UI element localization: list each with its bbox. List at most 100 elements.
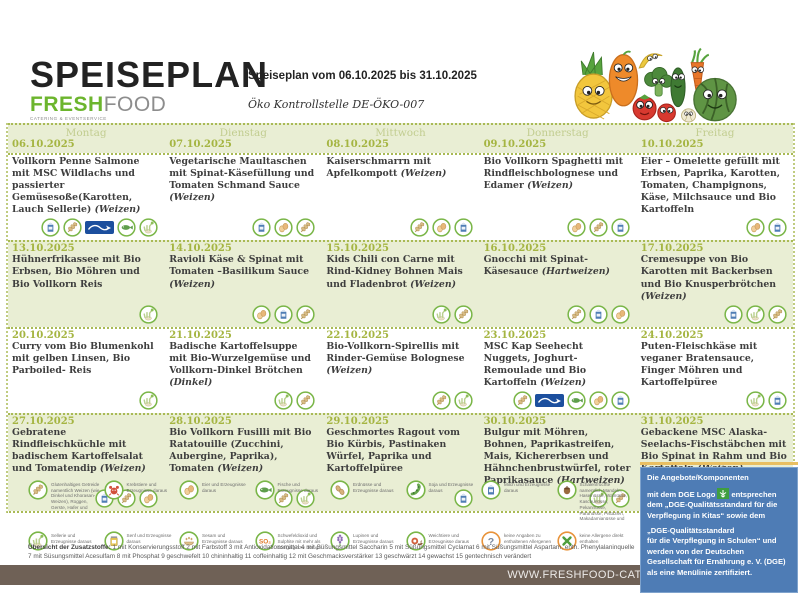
wheat-icon	[567, 305, 586, 324]
menu-date: 10.10.2025	[640, 139, 704, 150]
footer-bar: WWW.FRESHFOOD-CATERING.DE	[0, 565, 708, 585]
wheat-icon	[28, 480, 48, 500]
wheat-icon	[409, 218, 429, 238]
dish-text: Curry vom Bio Blumenkohl mit gelben Lins…	[12, 340, 154, 376]
week-1-row: Vollkorn Penne Salmone mit MSC Wildlachs…	[8, 153, 793, 241]
wheat-icon	[63, 218, 82, 238]
logo-brand: FRESHFOOD	[30, 94, 268, 115]
legend-item: Sesam und Erzeugnisse daraus	[179, 531, 251, 551]
allergen-icons	[169, 487, 317, 509]
menu-date: 08.10.2025	[326, 139, 390, 150]
week-3-row: 20.10.2025 Curry vom Bio Blumenkohl mit g…	[8, 326, 793, 414]
soy-icon	[405, 480, 426, 500]
sesame-icon	[179, 531, 199, 551]
allergen-icons	[326, 216, 474, 238]
allergen-note: (Weizen)	[527, 180, 573, 192]
allergen-icons	[12, 389, 160, 410]
allergen-icons	[484, 303, 632, 324]
menu-cell: 17.10.2025 Cremesuppe von Bio Karotten mi…	[640, 243, 789, 324]
legend-item: Sellerie und Erzeugnisse daraus	[28, 531, 100, 551]
celery-icon	[589, 489, 608, 509]
dish-text: Vollkorn Penne Salmone mit MSC Wildlachs…	[12, 156, 140, 216]
menu-date: 30.10.2025	[483, 416, 547, 428]
additives-line2: mit Süsungsmittel Acesulfam 8 mit Phosph…	[33, 553, 532, 561]
dish-text: Kaiserschmarrn mit Apfelkompott	[326, 156, 432, 180]
day-header-mittwoch: Mittwoch 08.10.2025	[326, 126, 474, 150]
legend-label: Milch und Erzeugnisse daraus	[504, 482, 551, 493]
celery-icon	[296, 489, 316, 509]
legend-label: Lupinen und Erzeugnisse daraus	[353, 533, 394, 544]
menu-cell: Vegetarische Maultaschen mit Spinat-Käse…	[169, 156, 317, 238]
wheat-icon	[296, 218, 316, 238]
milk-icon	[481, 480, 501, 500]
wheat-icon	[768, 305, 787, 324]
allergen-icons	[326, 303, 474, 324]
so2-icon: SO₂	[254, 531, 275, 551]
fish-icon	[254, 480, 275, 500]
allergen-icons	[169, 389, 317, 410]
fish-icon	[117, 218, 136, 238]
legend-label: Senf und Erzeugnisse daraus	[126, 533, 172, 544]
dish-text: Vegetarische Maultaschen mit Spinat-Käse…	[169, 156, 315, 192]
allergen-icons	[641, 389, 789, 410]
egg-icon	[746, 218, 765, 238]
menu-date: 17.10.2025	[640, 243, 704, 255]
milk-icon	[724, 305, 743, 324]
crab-icon	[103, 480, 124, 500]
menu-cell: 23.10.2025 MSC Kap Seehecht Nuggets, Jogh…	[484, 330, 632, 410]
menu-table: Montag 06.10.2025 Dienstag 07.10.2025 Mitt…	[6, 123, 795, 514]
allergen-note: (Hartweizen)	[556, 475, 625, 487]
cucumber-icon	[670, 67, 686, 108]
wheat-icon	[274, 489, 294, 509]
broccoli-icon	[644, 67, 674, 97]
legend-label: Krebstiere und Erzeugnisse daraus	[126, 482, 168, 493]
menu-date: 13.10.2025	[12, 243, 75, 255]
egg-icon	[611, 305, 630, 324]
dish-text: Badische Kartoffelsuppe mit Bio-Wurzelge…	[169, 340, 311, 376]
menu-date: 23.10.2025	[483, 329, 547, 341]
dish-text: Gebratene Rindfleischküchle mit badische…	[12, 427, 143, 475]
tomato-icon	[657, 103, 676, 123]
dish-text: Geschmortes Ragout vom Bio Kürbis, Pasti…	[326, 427, 460, 475]
svg-text:?: ?	[488, 536, 494, 548]
allergen-icons	[326, 487, 474, 509]
day-header-donnerstag: Donnerstag 09.10.2025	[484, 126, 632, 150]
legend-label: Fische und Erzeugnisse daraus	[277, 482, 319, 493]
menu-date: 28.10.2025	[169, 416, 232, 428]
allergen-note: (Weizen)	[400, 168, 447, 180]
cross-icon	[556, 531, 577, 551]
allergen-note: (Weizen)	[410, 278, 457, 290]
lupin-icon	[330, 531, 350, 551]
legend-label: Schalenfrüchte namentlich Mandeln, Hasel…	[579, 482, 628, 522]
legend-label: keine Allergene direkt enthalten	[579, 533, 624, 544]
svg-text:SO₂: SO₂	[258, 539, 270, 546]
dge-line2: mit dem DGE Logo entsprechen dem „DGE-Qua…	[647, 487, 778, 520]
pineapple-icon	[574, 51, 613, 120]
freshfood-logo: SPEISEPLAN FRESHFOOD CATERING & EVENTSER…	[30, 56, 268, 121]
legend-label: Sellerie und Erzeugnisse daraus	[51, 533, 92, 544]
legend-label: Eier und Erzeugnisse daraus	[202, 482, 246, 493]
milk-icon	[453, 218, 473, 238]
dish-text: MSC Kap Seehecht Nuggets, Joghurt-Remoul…	[483, 340, 587, 388]
legend-item: Lupinen und Erzeugnisse daraus	[330, 531, 402, 551]
legend-item: Glutenhaltiges Getreide namentlich Weize…	[28, 480, 100, 522]
milk-icon	[768, 218, 787, 238]
menu-date: 06.10.2025	[12, 139, 75, 150]
day-header-freitag: Freitag 10.10.2025	[641, 126, 789, 150]
menu-cell: 30.10.2025 Bulgur mit Möhren, Bohnen, Pap…	[483, 416, 632, 509]
menu-date: 20.10.2025	[12, 329, 75, 341]
legend-item: Fische und Erzeugnisse daraus	[254, 480, 327, 522]
legend-item: keine Allergene direkt enthalten	[556, 531, 629, 551]
dish-text: Hühnerfrikassee mit Bio Erbsen, Bio Möhr…	[12, 254, 141, 290]
milk-icon	[41, 218, 60, 238]
additives-line1: 1 mit Konservierungsstoff 2 mit Farbstof…	[28, 544, 635, 561]
question-icon: ?	[481, 531, 501, 551]
wheat-icon	[453, 305, 473, 324]
wheat-icon	[431, 391, 451, 410]
plan-date-range: Speiseplan vom 06.10.2025 bis 31.10.2025	[248, 70, 477, 82]
dish-text: Eier – Omelette gefüllt mit Erbsen, Papr…	[640, 156, 781, 216]
menu-date: 16.10.2025	[483, 243, 547, 255]
dish-text: Puten-Fleischkäse mit veganer Bratensauc…	[640, 340, 758, 388]
legend-item: SO₂ Schwefeldioxid und Sulphite mit mehr …	[254, 531, 327, 551]
menu-cell: 24.10.2025 Puten-Fleischkäse mit veganer …	[641, 330, 789, 410]
